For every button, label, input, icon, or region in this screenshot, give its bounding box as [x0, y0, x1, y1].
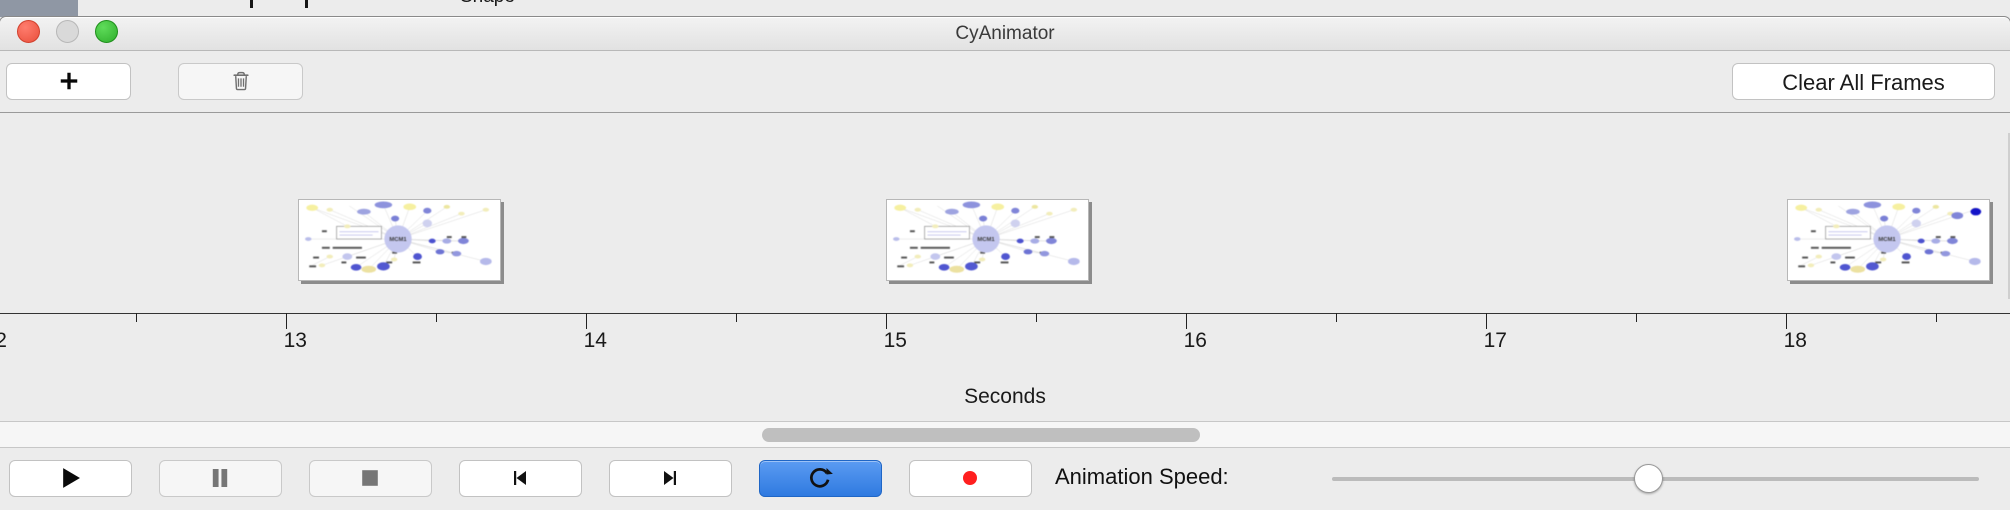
svg-text:MCM1: MCM1	[389, 237, 407, 243]
svg-text:MCM1: MCM1	[1878, 237, 1896, 243]
svg-text:MCM1: MCM1	[977, 237, 995, 243]
